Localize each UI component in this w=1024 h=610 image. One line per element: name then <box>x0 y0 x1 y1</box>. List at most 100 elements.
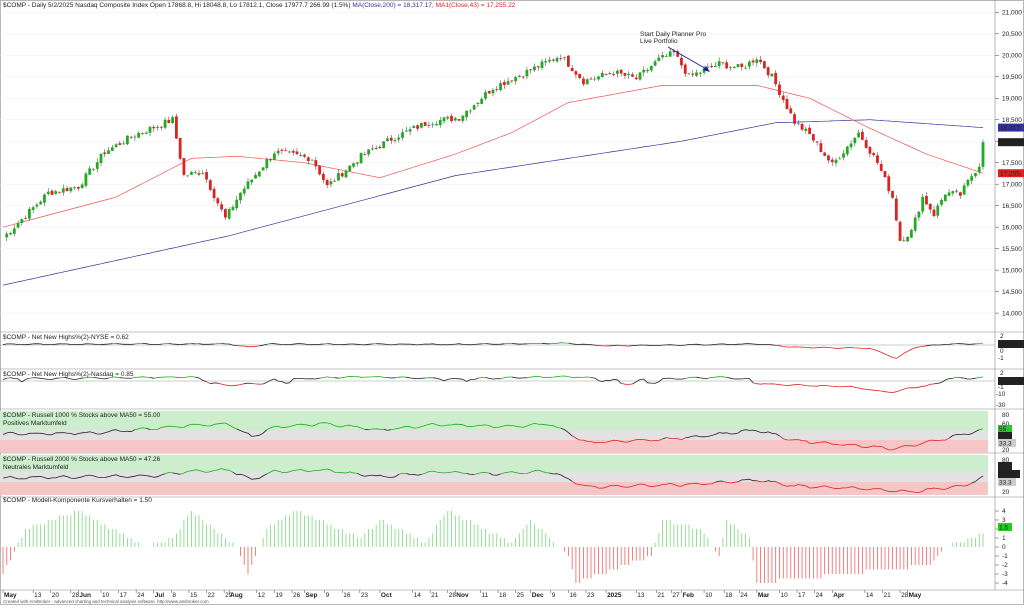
candle-body <box>431 124 435 126</box>
price-tick-label: 20,500 <box>1002 31 1022 38</box>
candle-body <box>529 69 533 71</box>
candle-body <box>333 180 337 182</box>
russell1000-panel[interactable]: $COMP - Russell 1000 % Stocks above MA50… <box>0 411 1016 454</box>
x-tick-label: 18 <box>725 592 733 599</box>
candle-body <box>691 73 695 75</box>
candle-body <box>811 134 815 141</box>
candle-body <box>510 80 514 82</box>
panel2-green-line <box>6 375 984 380</box>
candle-body <box>69 187 73 192</box>
candle-body <box>891 190 894 198</box>
x-tick-label: Dec <box>532 592 544 599</box>
candle-body <box>838 158 842 160</box>
candle-body <box>525 69 529 77</box>
candle-body <box>427 124 431 126</box>
panel2-tick: -10 <box>996 391 1006 398</box>
candle-body <box>623 73 627 76</box>
panel4-neutral-zone <box>0 472 988 482</box>
candle-body <box>762 61 766 69</box>
candle-body <box>24 217 28 219</box>
candle-body <box>80 184 84 189</box>
candle-body <box>631 74 634 77</box>
candle-body <box>50 190 54 195</box>
candle-body <box>657 57 661 62</box>
candle-body <box>894 198 898 221</box>
candle-body <box>593 78 597 80</box>
candle-body <box>201 173 205 175</box>
candle-body <box>533 66 536 71</box>
x-tick-label: 13 <box>637 592 645 599</box>
candle-body <box>604 74 608 75</box>
candle-body <box>774 72 778 85</box>
x-tick-label: 23 <box>361 592 369 599</box>
model-component-panel[interactable]: $COMP - Modell-Komponente Kursverhalten … <box>2 497 1012 587</box>
russell2000-panel[interactable]: $COMP - Russell 2000 % Stocks above MA50… <box>0 455 1020 496</box>
candle-body <box>382 141 386 149</box>
candle-body <box>156 126 159 128</box>
candle-body <box>830 159 834 163</box>
candle-body <box>548 59 551 62</box>
x-tick-label: Jul <box>155 592 165 599</box>
candle-body <box>295 151 299 155</box>
candle-body <box>122 143 126 145</box>
candle-body <box>570 67 574 72</box>
candle-body <box>849 143 853 148</box>
panel1-tick: -1 <box>998 355 1004 362</box>
panel5-tick-label: 0 <box>1002 544 1006 551</box>
x-tick-label: 11 <box>481 592 488 599</box>
x-tick-label: 27 <box>672 592 680 599</box>
price-tick-label: 17,000 <box>1002 181 1022 188</box>
panel5-tick-label: 1 <box>1002 535 1006 542</box>
candle-body <box>823 152 827 156</box>
price-tick-label: 14,000 <box>1002 310 1022 317</box>
price-y-axis: 14,000 14,500 15,000 15,500 16,000 16,500 17,0… <box>995 9 1022 317</box>
x-tick-label: May <box>909 592 922 599</box>
panel3-green-line <box>134 422 984 431</box>
candle-body <box>318 165 322 175</box>
candle-body <box>321 173 325 181</box>
candle-body <box>491 89 495 94</box>
svg-text:0.84598: 0.84598 <box>1000 379 1024 386</box>
panel2-red-line <box>206 381 935 393</box>
panel4-subtitle: Neutrales Marktumfeld <box>3 464 69 471</box>
candle-body <box>103 152 107 155</box>
candle-body <box>269 159 273 161</box>
candle-body <box>457 119 461 121</box>
annotation-arrow <box>667 46 709 71</box>
price-panel[interactable]: 14,000 14,500 15,000 15,500 16,000 16,500 17,0… <box>0 2 1024 317</box>
x-tick-label: 14 <box>414 592 422 599</box>
candle-body <box>261 167 265 171</box>
x-tick-label: 12 <box>258 592 266 599</box>
candle-body <box>367 149 371 155</box>
candle-body <box>506 81 510 85</box>
panel3-tick: 20 <box>1002 447 1010 454</box>
candle-body <box>73 187 77 189</box>
nyse-net-new-highs-panel[interactable]: $COMP - Net New Highs%(2)-NYSE = 0.62 2 … <box>0 333 1024 362</box>
candle-body <box>397 137 401 140</box>
candle-body <box>31 207 35 210</box>
candle-body <box>480 98 484 104</box>
panel4-black-line <box>2 471 984 484</box>
panel1-black-line <box>2 342 976 347</box>
candle-body <box>88 168 92 175</box>
x-tick-label: 24 <box>740 592 748 599</box>
candle-body <box>755 59 759 64</box>
candle-body <box>649 66 653 71</box>
panel3-red-line <box>571 435 950 451</box>
nasdaq-net-new-highs-panel[interactable]: $COMP - Net New Highs%(2)-Nasdaq = 0.85 … <box>0 370 1024 409</box>
footer-credit: Created with AmiBroker - advanced charti… <box>3 599 209 604</box>
x-tick-label: Aug <box>230 592 243 599</box>
candle-body <box>970 176 974 181</box>
candle-body <box>646 69 649 72</box>
candle-body <box>683 64 687 74</box>
x-tick-label: Apr <box>833 592 845 599</box>
candle-body <box>141 132 144 134</box>
candle-body <box>118 143 122 145</box>
x-tick-label: 29 <box>225 592 233 599</box>
candle-body <box>687 73 691 75</box>
candle-body <box>171 117 175 124</box>
candle-body <box>453 118 457 121</box>
candle-body <box>472 105 476 110</box>
x-tick-label: Oct <box>381 592 393 599</box>
